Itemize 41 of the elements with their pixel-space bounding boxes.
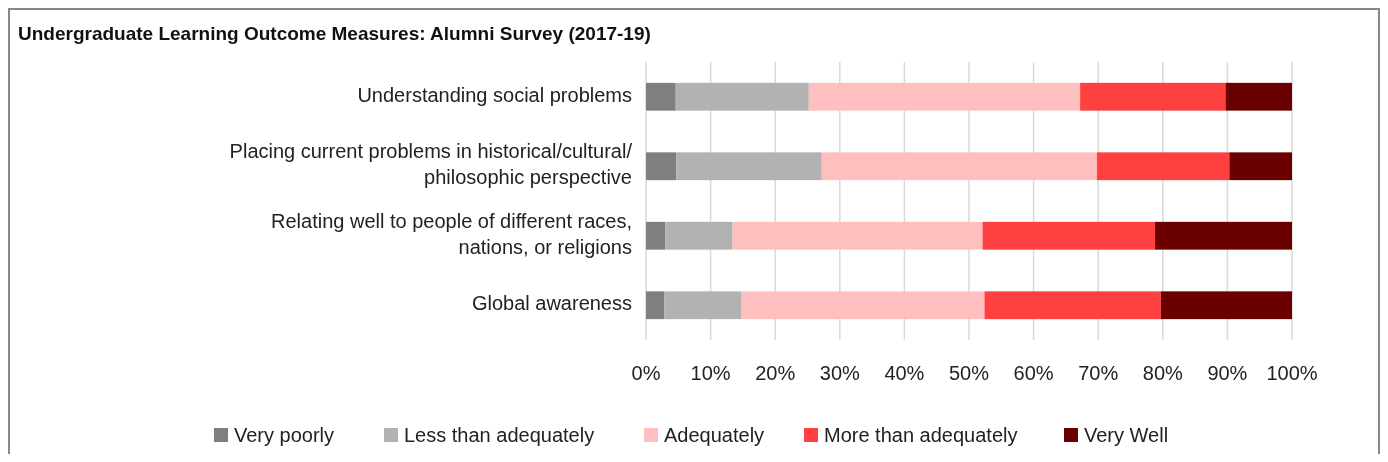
bar	[1225, 82, 1292, 111]
bar	[741, 291, 985, 320]
y-tick-label: Understanding social problems	[357, 84, 632, 107]
legend-label: Less than adequately	[404, 424, 595, 446]
legend-label: Very poorly	[234, 424, 335, 446]
bar	[646, 221, 666, 250]
bar	[1080, 82, 1226, 111]
bar	[808, 82, 1081, 111]
x-tick-label: 30%	[819, 362, 861, 384]
x-tick-label: 70%	[1078, 362, 1119, 384]
bar	[1155, 221, 1292, 250]
bar	[646, 152, 677, 181]
bar	[984, 291, 1161, 320]
bar	[675, 82, 809, 111]
x-tick-label: 10%	[690, 362, 731, 384]
bar	[646, 82, 676, 111]
bar	[664, 291, 742, 320]
x-tick-label: 80%	[1142, 362, 1184, 384]
legend-label: More than adequately	[824, 424, 1018, 446]
x-tick-label: 100%	[1266, 362, 1318, 384]
bar	[732, 221, 983, 250]
x-tick-label: 90%	[1207, 362, 1248, 384]
x-tick-label: 20%	[755, 362, 796, 384]
y-tick-label: Placing current problems in historical/cultural/philosophic perspective	[229, 140, 633, 189]
bar	[821, 152, 1097, 181]
x-tick-label: 40%	[884, 362, 925, 384]
x-tick-label: 50%	[948, 362, 990, 384]
bar	[1160, 291, 1292, 320]
x-tick-label: 0%	[631, 362, 661, 384]
x-tick-label: 60%	[1013, 362, 1054, 384]
legend-label: Adequately	[664, 424, 765, 446]
bar	[665, 221, 733, 250]
text: Undergraduate Learning Outcome Measures: Alumni Survey (2017-19)	[18, 23, 651, 44]
y-tick-label: Relating well to people of different races, nations, or religions	[271, 210, 632, 259]
bar	[1096, 152, 1230, 181]
legend-label: Very Well	[1084, 424, 1169, 446]
bar	[982, 221, 1156, 250]
y-tick-label: Global awareness	[471, 292, 632, 315]
bar	[676, 152, 822, 181]
bar	[1229, 152, 1292, 181]
bar	[646, 291, 665, 320]
